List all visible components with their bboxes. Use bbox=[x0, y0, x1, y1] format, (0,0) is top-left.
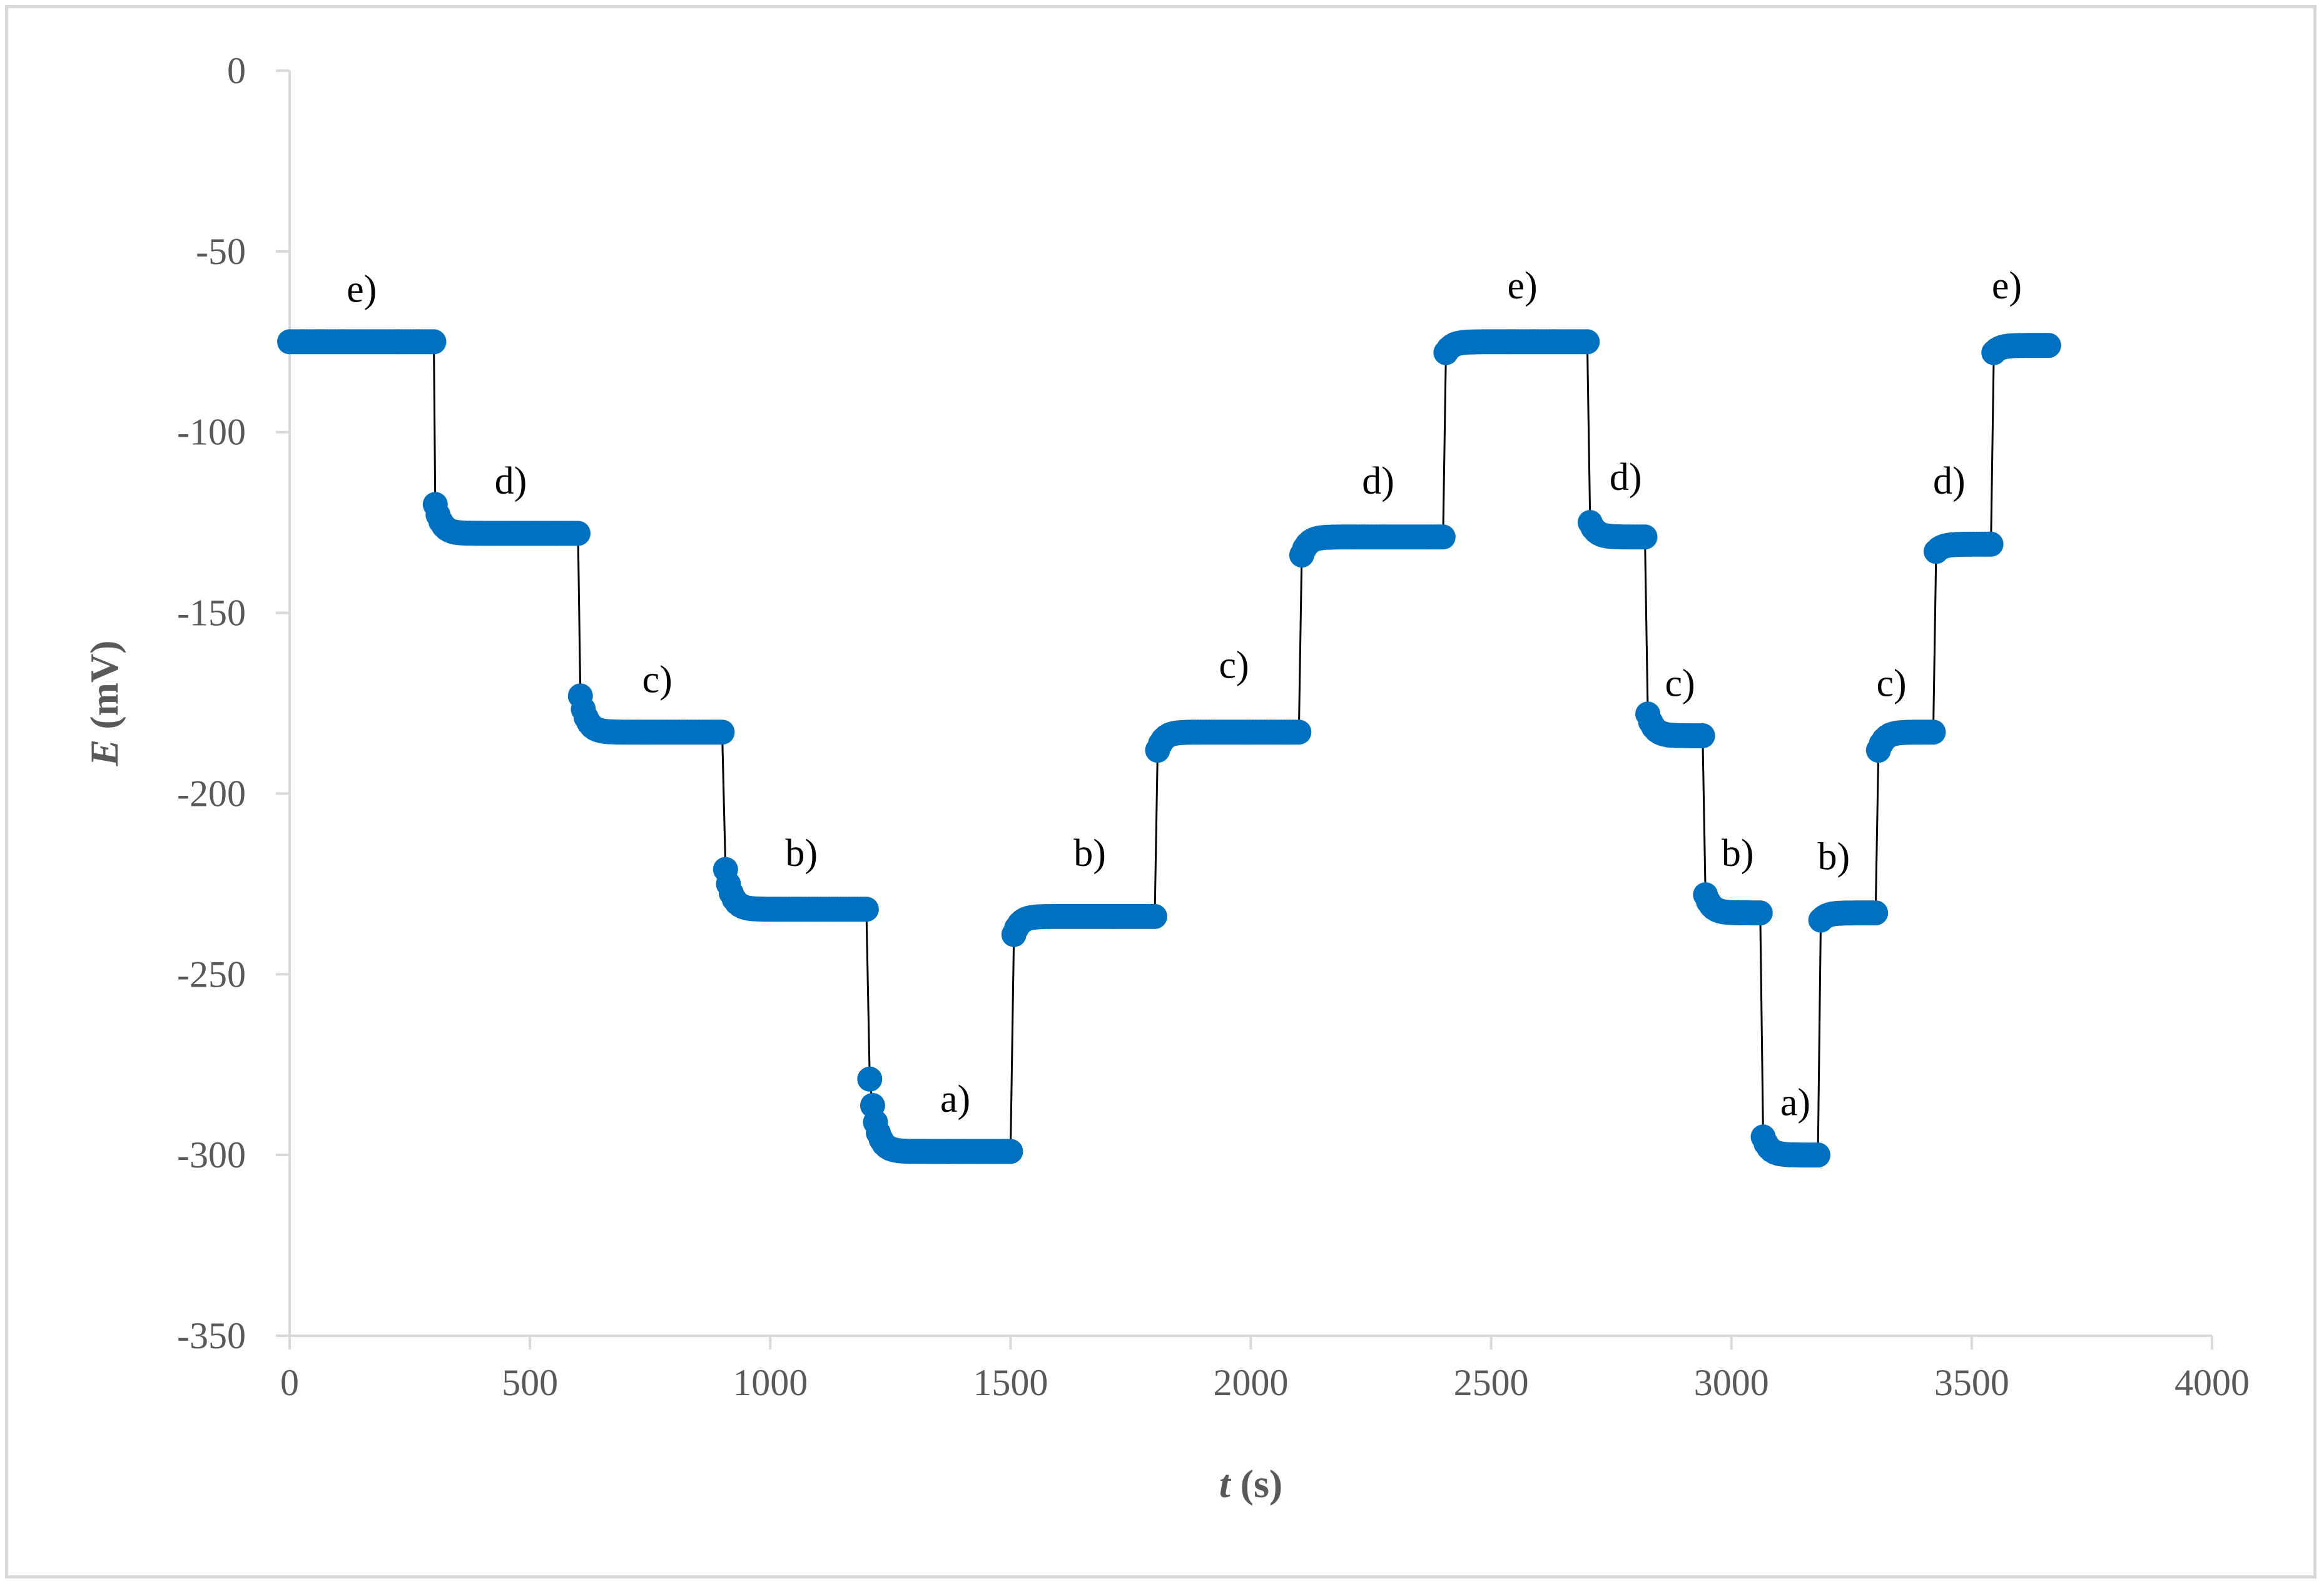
step-label: e) bbox=[347, 268, 377, 311]
y-axis-title: E (mV) bbox=[82, 641, 126, 767]
data-point bbox=[1805, 1142, 1830, 1168]
y-axis-title-symbol: E bbox=[82, 740, 126, 767]
data-point bbox=[853, 897, 879, 922]
y-tick-label: -300 bbox=[177, 1134, 246, 1176]
x-tick-label: 4000 bbox=[2174, 1362, 2250, 1403]
y-tick-label: -250 bbox=[177, 953, 246, 995]
x-tick-label: 2500 bbox=[1454, 1362, 1529, 1403]
data-point bbox=[998, 1139, 1023, 1164]
step-label: b) bbox=[1073, 832, 1106, 875]
step-label: a) bbox=[940, 1078, 970, 1121]
axes: 0 -50 -100 -150 -200 -250 -300 -350 0 500 1000 1500… bbox=[177, 50, 2250, 1403]
y-tick-label: -350 bbox=[177, 1315, 246, 1356]
x-axis-title-symbol: t bbox=[1219, 1461, 1232, 1506]
data-point bbox=[709, 719, 735, 745]
step-label: e) bbox=[1992, 265, 2022, 307]
y-tick-label: -200 bbox=[177, 773, 246, 814]
data-point bbox=[1430, 524, 1456, 550]
data-point bbox=[1921, 719, 1946, 745]
y-tick-label: -100 bbox=[177, 412, 246, 453]
step-label: d) bbox=[1610, 456, 1642, 499]
step-label: c) bbox=[642, 659, 672, 701]
x-tick-label: 500 bbox=[502, 1362, 558, 1403]
step-label: d) bbox=[1933, 460, 1966, 502]
x-axis-title: t (s) bbox=[1219, 1461, 1282, 1506]
step-label: b) bbox=[1722, 832, 1754, 875]
data-point bbox=[1142, 903, 1167, 929]
data-point bbox=[1575, 329, 1600, 355]
step-label: c) bbox=[1219, 644, 1249, 687]
x-tick-label: 1000 bbox=[733, 1362, 808, 1403]
step-label: e) bbox=[1507, 265, 1537, 307]
data-point bbox=[1690, 723, 1715, 748]
chart-frame: 0 -50 -100 -150 -200 -250 -300 -350 0 500 1000 1500… bbox=[5, 5, 2316, 1578]
data-point bbox=[566, 521, 591, 546]
data-point bbox=[2036, 333, 2061, 358]
x-tick-label: 1500 bbox=[973, 1362, 1048, 1403]
step-label: b) bbox=[1818, 836, 1850, 878]
x-tick-label: 3000 bbox=[1694, 1362, 1769, 1403]
y-tick-label: 0 bbox=[227, 50, 246, 91]
data-point bbox=[1863, 900, 1889, 926]
y-tick-label: -50 bbox=[196, 231, 246, 272]
x-axis-title-unit: (s) bbox=[1231, 1461, 1283, 1506]
y-tick-label: -150 bbox=[177, 592, 246, 634]
x-tick-label: 0 bbox=[280, 1362, 299, 1403]
data-points bbox=[277, 329, 2061, 1168]
data-point bbox=[1978, 531, 2004, 557]
step-label: c) bbox=[1876, 662, 1906, 704]
step-label: d) bbox=[1362, 460, 1394, 502]
step-annotations: e) d) c) b) a) b) c) d) e) d) c) b) a) b) c) d) e) bbox=[347, 265, 2022, 1124]
step-label: c) bbox=[1665, 662, 1695, 704]
data-point bbox=[1632, 524, 1658, 550]
step-potential-chart: 0 -50 -100 -150 -200 -250 -300 -350 0 500 1000 1500… bbox=[82, 50, 2250, 1506]
x-tick-label: 2000 bbox=[1214, 1362, 1289, 1403]
y-axis-title-unit: (mV) bbox=[82, 641, 126, 740]
step-label: b) bbox=[785, 832, 818, 875]
step-label: a) bbox=[1780, 1082, 1810, 1124]
data-point bbox=[1747, 900, 1773, 926]
data-point bbox=[421, 329, 447, 355]
x-tick-label: 3500 bbox=[1934, 1362, 2009, 1403]
data-point bbox=[857, 1066, 883, 1092]
step-label: d) bbox=[495, 460, 527, 502]
data-point bbox=[1286, 719, 1312, 745]
